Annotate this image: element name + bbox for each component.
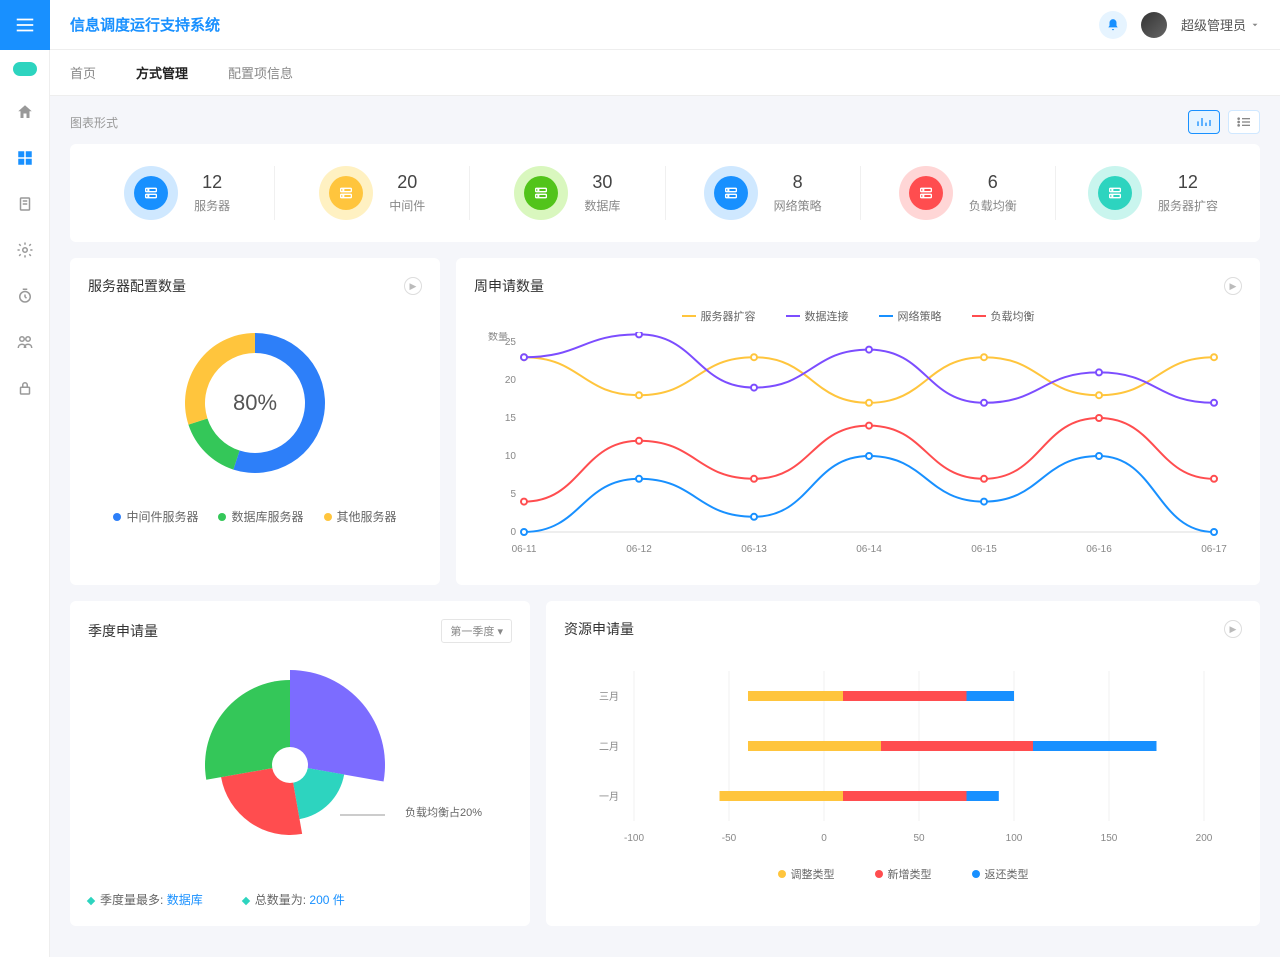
app-title: 信息调度运行支持系统 bbox=[70, 14, 220, 35]
rose-foot-total: 总数量为: 200 件 bbox=[243, 891, 345, 908]
svg-text:06-12: 06-12 bbox=[626, 544, 652, 555]
sidebar-collapse-toggle[interactable] bbox=[13, 62, 37, 76]
donut-card: 服务器配置数量 ▶ 80% 中间件服务器 数据库服务器 其他服务器 bbox=[70, 258, 440, 585]
nav-home-icon[interactable] bbox=[15, 102, 35, 122]
tab-config[interactable]: 配置项信息 bbox=[228, 63, 293, 82]
bar-legend: 调整类型 新增类型 返还类型 bbox=[564, 866, 1242, 882]
rose-callout: 负载均衡占20% bbox=[405, 804, 482, 820]
legend-item: 网络策略 bbox=[879, 308, 942, 324]
nav-users-icon[interactable] bbox=[15, 332, 35, 352]
svg-text:-100: -100 bbox=[624, 833, 644, 844]
svg-text:50: 50 bbox=[913, 833, 925, 844]
svg-text:0: 0 bbox=[510, 527, 516, 538]
svg-text:-50: -50 bbox=[722, 833, 737, 844]
svg-text:06-13: 06-13 bbox=[741, 544, 767, 555]
stat-item[interactable]: 30数据库 bbox=[470, 166, 665, 220]
server-icon bbox=[723, 185, 739, 201]
svg-text:二月: 二月 bbox=[599, 741, 619, 753]
svg-text:200: 200 bbox=[1196, 833, 1213, 844]
donut-title: 服务器配置数量 bbox=[88, 276, 186, 296]
svg-text:20: 20 bbox=[505, 375, 517, 386]
server-icon bbox=[533, 185, 549, 201]
server-icon bbox=[338, 185, 354, 201]
svg-text:15: 15 bbox=[505, 413, 517, 424]
svg-text:10: 10 bbox=[505, 451, 517, 462]
card-action-icon[interactable]: ▶ bbox=[1224, 620, 1242, 638]
stat-item[interactable]: 12服务器扩容 bbox=[1056, 166, 1250, 220]
server-icon bbox=[1107, 185, 1123, 201]
svg-text:06-15: 06-15 bbox=[971, 544, 997, 555]
legend-item: 服务器扩容 bbox=[682, 308, 756, 324]
server-icon bbox=[143, 185, 159, 201]
tab-home[interactable]: 首页 bbox=[70, 63, 96, 82]
user-menu[interactable]: 超级管理员 bbox=[1181, 15, 1260, 34]
quarter-selector[interactable]: 第一季度 ▾ bbox=[441, 619, 512, 643]
notification-bell-icon[interactable] bbox=[1099, 11, 1127, 39]
svg-text:三月: 三月 bbox=[599, 691, 619, 703]
legend-item: 数据库服务器 bbox=[218, 508, 303, 525]
rose-foot-max: 季度量最多: 数据库 bbox=[88, 891, 203, 908]
avatar[interactable] bbox=[1141, 12, 1167, 38]
line-chart: 0510152025数量06-1106-1206-1306-1406-1506-… bbox=[474, 332, 1234, 562]
stat-item[interactable]: 8网络策略 bbox=[666, 166, 861, 220]
logo[interactable] bbox=[0, 0, 50, 50]
legend-item: 中间件服务器 bbox=[113, 508, 198, 525]
donut-center-label: 80% bbox=[233, 390, 277, 416]
chevron-down-icon bbox=[1250, 20, 1260, 30]
stats-row: 12服务器 20中间件 30数据库 bbox=[70, 144, 1260, 242]
svg-text:06-11: 06-11 bbox=[512, 544, 537, 555]
donut-legend: 中间件服务器 数据库服务器 其他服务器 bbox=[113, 508, 396, 525]
stat-item[interactable]: 12服务器 bbox=[80, 166, 275, 220]
svg-text:0: 0 bbox=[821, 833, 827, 844]
view-chart-button[interactable] bbox=[1188, 110, 1220, 134]
legend-item: 调整类型 bbox=[778, 866, 835, 882]
stat-item[interactable]: 6负载均衡 bbox=[861, 166, 1056, 220]
legend-item: 其他服务器 bbox=[324, 508, 397, 525]
legend-item: 负载均衡 bbox=[972, 308, 1035, 324]
svg-text:06-16: 06-16 bbox=[1086, 544, 1112, 555]
svg-text:06-14: 06-14 bbox=[856, 544, 882, 555]
svg-text:06-17: 06-17 bbox=[1201, 544, 1227, 555]
rose-chart bbox=[170, 655, 430, 875]
tab-manage[interactable]: 方式管理 bbox=[136, 63, 188, 82]
svg-text:数量: 数量 bbox=[488, 332, 508, 343]
card-action-icon[interactable]: ▶ bbox=[1224, 277, 1242, 295]
server-icon bbox=[918, 185, 934, 201]
legend-item: 新增类型 bbox=[875, 866, 932, 882]
svg-text:一月: 一月 bbox=[599, 791, 619, 803]
nav-lock-icon[interactable] bbox=[15, 378, 35, 398]
rose-card: 季度申请量 第一季度 ▾ 负载均衡占20% 季度量最多: 数据库 总数量为: 2… bbox=[70, 601, 530, 926]
bar-title: 资源申请量 bbox=[564, 619, 634, 639]
rose-title: 季度申请量 bbox=[88, 621, 158, 641]
stat-item[interactable]: 20中间件 bbox=[275, 166, 470, 220]
topbar: 信息调度运行支持系统 超级管理员 bbox=[50, 0, 1280, 50]
view-list-button[interactable] bbox=[1228, 110, 1260, 134]
nav-clock-icon[interactable] bbox=[15, 286, 35, 306]
svg-text:100: 100 bbox=[1006, 833, 1023, 844]
bar-chart: -100 -50 0 50 100 150 200 三月二月一月 bbox=[564, 651, 1224, 851]
nav-clipboard-icon[interactable] bbox=[15, 194, 35, 214]
nav-dashboard-icon[interactable] bbox=[15, 148, 35, 168]
legend-item: 数据连接 bbox=[786, 308, 849, 324]
svg-text:150: 150 bbox=[1101, 833, 1118, 844]
sidebar bbox=[0, 0, 50, 957]
line-card: 周申请数量 ▶ 服务器扩容数据连接网络策略负载均衡 0510152025数量06… bbox=[456, 258, 1260, 585]
nav-gear-icon[interactable] bbox=[15, 240, 35, 260]
filter-label: 图表形式 bbox=[70, 114, 118, 131]
card-action-icon[interactable]: ▶ bbox=[404, 277, 422, 295]
line-legend: 服务器扩容 数据连接 网络策略 负载均衡 bbox=[474, 308, 1242, 324]
svg-text:5: 5 bbox=[510, 489, 516, 500]
legend-item: 返还类型 bbox=[972, 866, 1029, 882]
bar-card: 资源申请量 ▶ -100 -50 0 50 100 150 200 三月二月一月 调整类型 新增… bbox=[546, 601, 1260, 926]
tabs: 首页 方式管理 配置项信息 bbox=[50, 50, 1280, 96]
line-title: 周申请数量 bbox=[474, 276, 544, 296]
